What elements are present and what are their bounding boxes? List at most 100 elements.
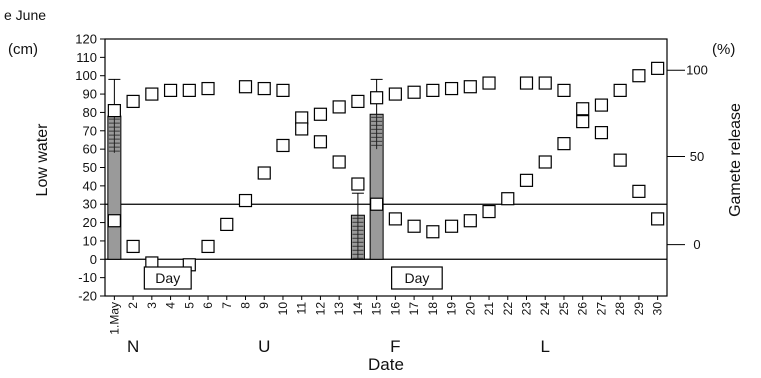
- x-axis-label: Date: [368, 355, 404, 373]
- y-tick-label: 100: [75, 68, 97, 83]
- data-point: [426, 225, 440, 239]
- data-point: [444, 219, 459, 233]
- data-point: [351, 177, 365, 191]
- data-point: [107, 103, 121, 118]
- day-box-label: Day: [404, 270, 429, 286]
- chart-title: e June: [4, 7, 46, 23]
- data-point: [313, 135, 328, 149]
- data-point: [407, 219, 421, 233]
- data-point: [444, 81, 459, 96]
- data-point: [388, 87, 402, 101]
- moon-phase-label: U: [258, 337, 270, 356]
- day-box: [391, 266, 443, 290]
- x-tick-label: 29: [632, 302, 646, 316]
- data-point: [576, 115, 590, 129]
- x-tick-label: 21: [482, 302, 496, 316]
- day-box-label: Day: [155, 270, 180, 286]
- data-point: [613, 153, 627, 167]
- x-tick-label: 19: [445, 302, 459, 316]
- data-point: [538, 76, 552, 90]
- moon-phase-label: F: [390, 337, 400, 356]
- x-tick-label: 10: [276, 302, 290, 316]
- data-point: [107, 214, 121, 228]
- x-tick-label: 5: [182, 302, 196, 309]
- data-point: [238, 193, 253, 208]
- data-point: [557, 137, 571, 151]
- data-point: [145, 87, 159, 101]
- data-point: [482, 76, 496, 90]
- x-tick-label: 7: [220, 302, 234, 309]
- x-tick-label: 26: [576, 302, 590, 316]
- x-tick-label: 11: [295, 302, 309, 315]
- y-tick-label: 120: [75, 32, 97, 47]
- data-point: [407, 85, 421, 99]
- x-tick-label: 27: [594, 302, 608, 316]
- data-point: [632, 184, 646, 198]
- data-point: [257, 81, 271, 96]
- data-point: [594, 98, 609, 112]
- y-tick-label: 0: [90, 252, 97, 267]
- y-tick-label: 80: [83, 105, 97, 120]
- data-point: [126, 239, 140, 254]
- x-tick-label: 16: [388, 302, 402, 316]
- x-tick-label: 8: [239, 302, 253, 309]
- x-tick-label: 15: [370, 302, 384, 316]
- x-tick-label: 13: [332, 302, 346, 316]
- x-tick-label: 30: [651, 302, 665, 316]
- day-box: [143, 266, 192, 290]
- y-tick-label: 110: [76, 50, 97, 65]
- data-point: [370, 91, 384, 105]
- y-tick-label: -20: [78, 289, 97, 304]
- data-point: [632, 69, 646, 83]
- data-point: [370, 197, 384, 211]
- data-point: [332, 155, 346, 169]
- y-tick-label: 20: [83, 215, 97, 230]
- data-point: [276, 138, 290, 153]
- data-point: [201, 81, 215, 96]
- x-tick-label: 25: [557, 302, 571, 316]
- data-point: [651, 212, 665, 226]
- data-point: [388, 212, 402, 226]
- data-point: [201, 239, 215, 254]
- moon-phase-label: L: [540, 337, 549, 356]
- data-point: [332, 100, 346, 114]
- x-tick-label: 6: [201, 302, 215, 309]
- data-point: [238, 80, 253, 94]
- y-tick-label: 50: [83, 160, 97, 175]
- x-tick-label: 3: [145, 302, 159, 309]
- y-tick-label: -10: [78, 270, 97, 285]
- x-tick-label: 28: [613, 302, 627, 316]
- y2-tick-label: 50: [690, 149, 704, 164]
- data-point: [126, 94, 140, 109]
- x-tick-label: 4: [164, 302, 178, 309]
- data-point: [257, 166, 271, 180]
- data-point: [538, 155, 552, 169]
- data-point: [519, 173, 534, 187]
- data-point: [519, 76, 534, 90]
- x-tick-label: 20: [463, 302, 477, 316]
- moon-phase-label: N: [127, 337, 139, 356]
- data-point: [313, 107, 328, 121]
- left-axis-unit: (cm): [8, 41, 38, 58]
- right-axis-unit: (%): [712, 41, 735, 58]
- y-tick-label: 30: [83, 197, 97, 212]
- data-point: [482, 204, 496, 219]
- y-tick-label: 10: [83, 233, 97, 248]
- data-point: [557, 83, 571, 98]
- y2-tick-label: 0: [693, 237, 700, 252]
- data-point: [463, 214, 477, 228]
- x-tick-label: 22: [501, 302, 515, 316]
- data-point: [295, 111, 309, 125]
- x-tick-label: 1.May: [107, 302, 121, 335]
- x-tick-label: 14: [351, 302, 365, 316]
- data-point: [276, 83, 290, 98]
- data-point: [426, 83, 440, 98]
- x-tick-label: 12: [313, 302, 327, 316]
- data-point: [501, 192, 515, 206]
- data-point: [220, 217, 234, 232]
- y-tick-label: 70: [83, 123, 97, 138]
- left-axis-label: Low water: [34, 123, 51, 197]
- x-tick-label: 17: [407, 302, 421, 316]
- x-tick-label: 24: [538, 302, 552, 316]
